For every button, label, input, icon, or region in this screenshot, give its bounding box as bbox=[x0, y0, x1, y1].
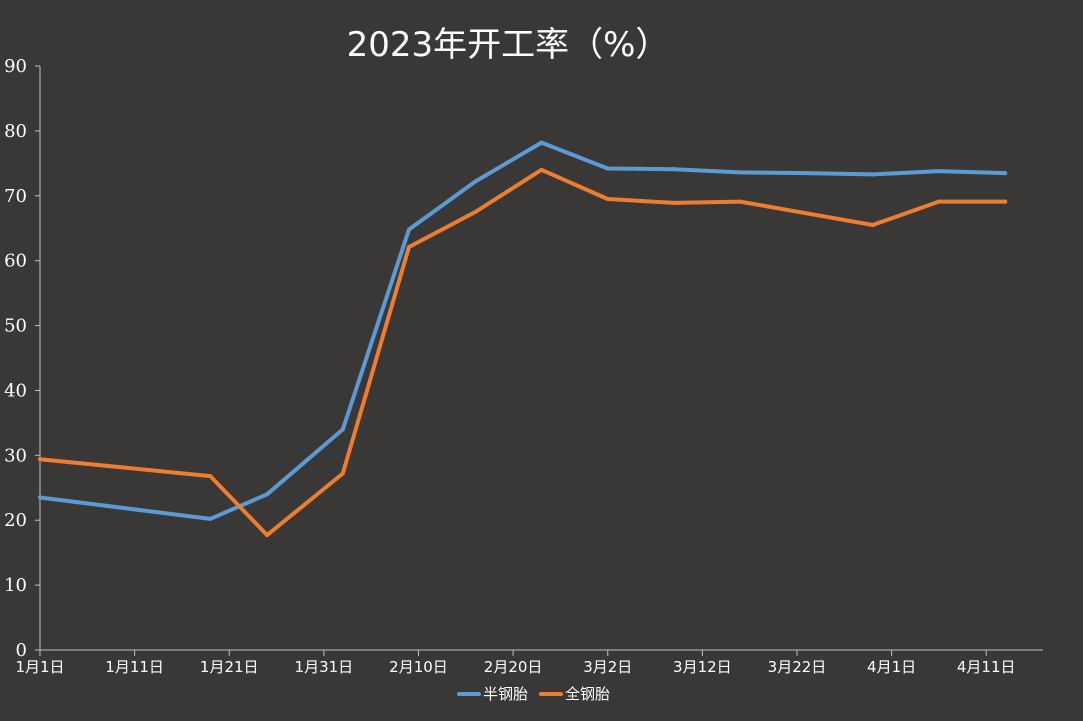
data-point bbox=[738, 170, 743, 175]
x-tick-label: 2月10日 bbox=[389, 658, 448, 676]
data-point bbox=[671, 200, 676, 205]
data-point bbox=[1003, 199, 1008, 204]
series-layer bbox=[38, 140, 1008, 538]
y-tick-label: 0 bbox=[16, 640, 27, 661]
y-axis-ticks: 0 10 20 30 40 50 60 70 80 90 bbox=[4, 56, 40, 661]
data-point bbox=[265, 492, 270, 497]
chart-legend: 半钢胎 全钢胎 bbox=[457, 685, 610, 703]
data-point bbox=[208, 474, 213, 479]
legend-label: 全钢胎 bbox=[565, 685, 610, 703]
data-point bbox=[605, 197, 610, 202]
data-point bbox=[340, 427, 345, 432]
series-line-1 bbox=[38, 167, 1008, 538]
y-tick-label: 30 bbox=[4, 445, 27, 466]
x-tick-label: 1月31日 bbox=[295, 658, 354, 676]
y-tick-label: 80 bbox=[4, 121, 27, 142]
y-tick-label: 10 bbox=[4, 575, 27, 596]
x-tick-label: 1月21日 bbox=[200, 658, 259, 676]
x-axis-ticks: 1月1日 1月11日 1月21日 1月31日 2月10日 2月20日 3月2日 3月12日 3月… bbox=[15, 650, 1016, 676]
y-tick-label: 20 bbox=[4, 510, 27, 531]
data-point bbox=[671, 167, 676, 172]
data-point bbox=[38, 457, 42, 462]
y-tick-label: 50 bbox=[4, 316, 27, 337]
data-point bbox=[38, 495, 42, 500]
x-tick-label: 3月12日 bbox=[673, 658, 732, 676]
x-tick-label: 4月11日 bbox=[957, 658, 1016, 676]
y-tick-label: 90 bbox=[4, 56, 27, 77]
y-tick-label: 40 bbox=[4, 380, 27, 401]
series-line-0 bbox=[38, 140, 1008, 521]
chart-title: 2023年开工率（%） bbox=[347, 25, 670, 65]
data-point bbox=[936, 199, 941, 204]
data-point bbox=[936, 169, 941, 174]
data-point bbox=[738, 199, 743, 204]
legend-label: 半钢胎 bbox=[483, 685, 528, 703]
data-point bbox=[870, 172, 875, 177]
x-tick-label: 3月22日 bbox=[768, 658, 827, 676]
data-point bbox=[539, 167, 544, 172]
data-point bbox=[407, 245, 412, 250]
y-tick-label: 60 bbox=[4, 251, 27, 272]
data-point bbox=[473, 179, 478, 184]
data-point bbox=[804, 211, 809, 216]
data-point bbox=[539, 140, 544, 145]
x-tick-label: 2月20日 bbox=[484, 658, 543, 676]
x-tick-label: 4月1日 bbox=[867, 658, 916, 676]
data-point bbox=[208, 516, 213, 521]
data-point bbox=[1003, 171, 1008, 176]
data-point bbox=[473, 210, 478, 214]
data-point bbox=[407, 227, 412, 232]
x-tick-label: 3月2日 bbox=[583, 658, 632, 676]
data-point bbox=[605, 166, 610, 171]
x-tick-label: 1月11日 bbox=[105, 658, 164, 676]
y-tick-label: 70 bbox=[4, 186, 27, 207]
data-point bbox=[870, 222, 875, 227]
data-point bbox=[804, 171, 809, 176]
x-tick-label: 1月1日 bbox=[15, 658, 64, 676]
data-point bbox=[265, 533, 270, 538]
data-point bbox=[340, 471, 345, 476]
